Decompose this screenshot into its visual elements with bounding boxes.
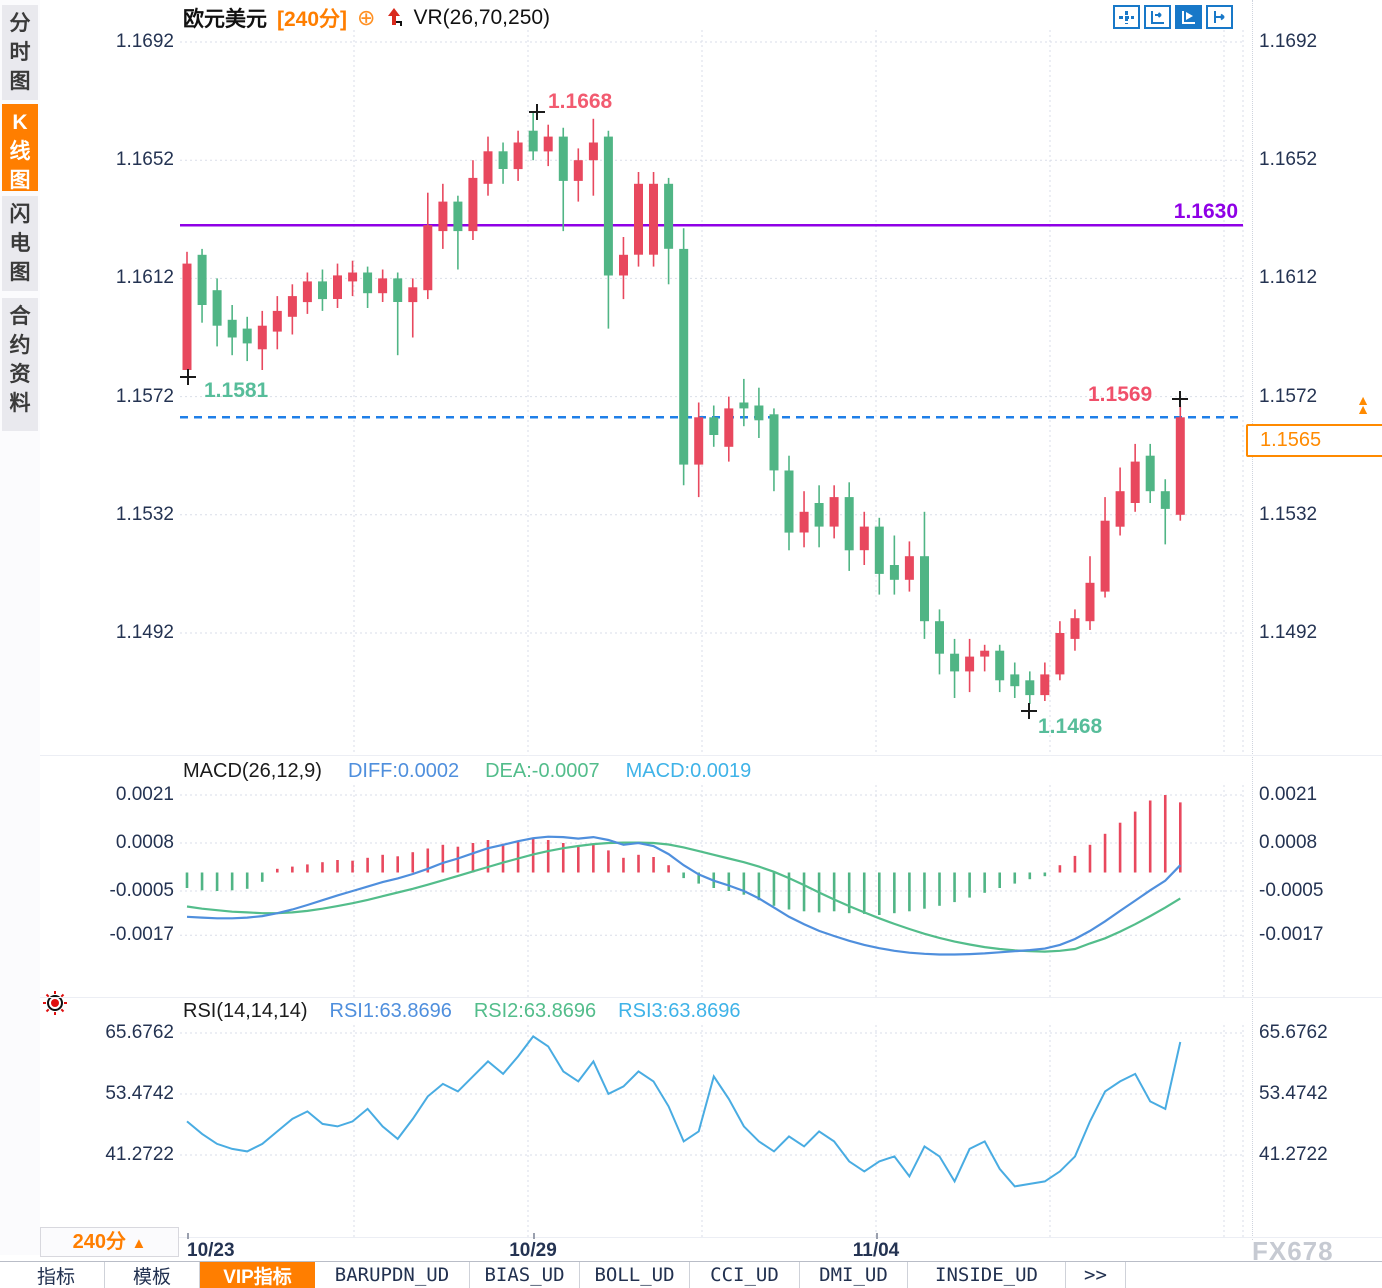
interval-label: [240分] [277, 8, 348, 31]
axis-tick-label: 1.1652 [115, 149, 174, 171]
svg-text:1.1581: 1.1581 [204, 379, 269, 402]
axis-tick-label: 0.0008 [115, 832, 174, 853]
time-axis-label: 10/29 [509, 1240, 557, 1261]
current-price-box[interactable]: 1.1565 [1246, 424, 1382, 457]
axis-tick-label: 41.2722 [105, 1143, 174, 1165]
rsi3-value: RSI3:63.8696 [618, 1000, 741, 1022]
time-axis-tick [533, 1233, 535, 1239]
tab-vip[interactable]: VIP指标 [200, 1262, 315, 1288]
svg-text:1.1630: 1.1630 [1174, 200, 1238, 223]
axis-tick-label: 0.0021 [1259, 784, 1318, 805]
axis-tick-label: 65.6762 [1259, 1022, 1328, 1043]
tab-inside_ud[interactable]: INSIDE_UD [908, 1262, 1066, 1288]
axis-tick-label: 53.4742 [105, 1082, 174, 1104]
axis-tick-label: 0.0021 [115, 784, 174, 805]
jump-to-latest-tool-icon[interactable] [1206, 5, 1233, 29]
time-axis-tick [187, 1233, 189, 1239]
tab-bias_ud[interactable]: BIAS_UD [470, 1262, 580, 1288]
svg-text:1.1468: 1.1468 [1038, 715, 1103, 738]
axis-tick-label: -0.0005 [109, 879, 174, 901]
axis-tick-label: 65.6762 [105, 1022, 174, 1043]
axis-tick-label: -0.0017 [109, 924, 174, 946]
axis-tick-label: 1.1492 [115, 622, 174, 643]
right-price-axis: 1.1692 1.1652 1.1612 1.1572 1.1532 1.1492 0.00… [1252, 0, 1381, 1240]
overlay-indicator-label: VR(26,70,250) [413, 6, 551, 29]
price-up-arrow-icon: ▲ ▲ [1356, 392, 1370, 417]
axis-tick-label: 1.1492 [1259, 622, 1318, 643]
axis-tick-label: 53.4742 [1259, 1082, 1328, 1104]
tab-[interactable]: 指标 [8, 1262, 105, 1288]
crosshair-tool-icon[interactable] [1113, 5, 1140, 29]
watermark: FX678 [1252, 1236, 1334, 1266]
up-arrow-icon [385, 7, 403, 29]
symbol-title: 欧元美元 [183, 8, 267, 31]
sidebar-item-2[interactable]: 闪 电 图 [2, 196, 38, 291]
axis-tick-label: -0.0005 [1259, 879, 1324, 901]
indicator-settings-icon[interactable] [42, 990, 68, 1016]
axis-tick-label: 1.1532 [115, 503, 174, 525]
time-axis-label: 11/04 [852, 1240, 900, 1261]
tab-[interactable]: 模板 [105, 1262, 200, 1288]
auto-scroll-tool-icon[interactable] [1175, 5, 1202, 29]
axis-tick-label: 1.1612 [1259, 267, 1318, 289]
macd-diff-value: DIFF:0.0002 [347, 760, 460, 782]
axis-tick-label: 1.1532 [1259, 503, 1318, 525]
axis-scale-tool-icon[interactable] [1144, 5, 1171, 29]
axis-tick-label: 1.1692 [1259, 31, 1318, 52]
tab-boll_ud[interactable]: BOLL_UD [580, 1262, 690, 1288]
macd-macd-value: MACD:0.0019 [625, 760, 752, 782]
time-axis-tick [876, 1233, 878, 1239]
tab-[interactable]: >> [1066, 1262, 1126, 1288]
sidebar-item-1[interactable]: K 线 图 [2, 104, 38, 192]
axis-tick-label: 0.0008 [1259, 832, 1318, 853]
tab-cci_ud[interactable]: CCI_UD [690, 1262, 800, 1288]
svg-text:1.1569: 1.1569 [1088, 383, 1152, 406]
time-axis-label: 10/23 [187, 1240, 235, 1261]
axis-tick-label: 1.1612 [115, 267, 174, 289]
macd-dea-value: DEA:-0.0007 [485, 760, 600, 782]
tab-barupdn_ud[interactable]: BARUPDN_UD [315, 1262, 470, 1288]
axis-tick-label: -0.0017 [1259, 924, 1324, 946]
rsi2-value: RSI2:63.8696 [473, 1000, 597, 1022]
interval-selector-label: 240分 [72, 1231, 126, 1253]
axis-tick-label: 1.1572 [1259, 385, 1318, 407]
sidebar-item-0[interactable]: 分 时 图 [2, 5, 38, 100]
axis-tick-label: 1.1572 [115, 385, 174, 407]
svg-text:1.1668: 1.1668 [548, 90, 613, 113]
rsi-panel[interactable] [180, 1025, 1244, 1237]
macd-title: MACD(26,12,9) [183, 760, 322, 782]
indicator-tabbar: 指标 模板 VIP指标 BARUPDN_UD BIAS_UD BOLL_UD CCI_UD D… [0, 1261, 1382, 1288]
candlestick-panel[interactable]: 1.1630 1.1668 1.1581 1.1569 1.1468 [180, 30, 1244, 755]
macd-header: MACD(26,12,9) DIFF:0.0002 DEA:-0.0007 MA… [183, 760, 751, 783]
sidebar-item-3[interactable]: 合 约 资 料 [2, 298, 38, 431]
chart-header: 欧元美元 [240分] ⊕ VR(26,70,250) [183, 4, 550, 32]
rsi-title: RSI(14,14,14) [183, 1000, 308, 1022]
interval-selector[interactable]: 240分 ▲ [40, 1227, 179, 1257]
axis-tick-label: 1.1652 [1259, 149, 1318, 171]
left-sidebar: 分 时 图 K 线 图闪 电 图合 约 资 料 [0, 0, 40, 1255]
rsi-header: RSI(14,14,14) RSI1:63.8696 RSI2:63.8696 … [183, 1000, 741, 1023]
left-price-axis: 1.1692 1.1652 1.1612 1.1572 1.1532 1.1492 0.00… [58, 0, 174, 1240]
circle-plus-icon[interactable]: ⊕ [357, 5, 376, 30]
axis-tick-label: 41.2722 [1259, 1143, 1328, 1165]
chart-toolbar [1113, 5, 1233, 29]
current-price-value: 1.1565 [1260, 429, 1322, 451]
rsi1-value: RSI1:63.8696 [329, 1000, 452, 1022]
axis-tick-label: 1.1692 [115, 31, 174, 52]
macd-panel[interactable] [180, 785, 1244, 997]
triangle-up-icon: ▲ [131, 1235, 147, 1252]
tab-dmi_ud[interactable]: DMI_UD [800, 1262, 908, 1288]
